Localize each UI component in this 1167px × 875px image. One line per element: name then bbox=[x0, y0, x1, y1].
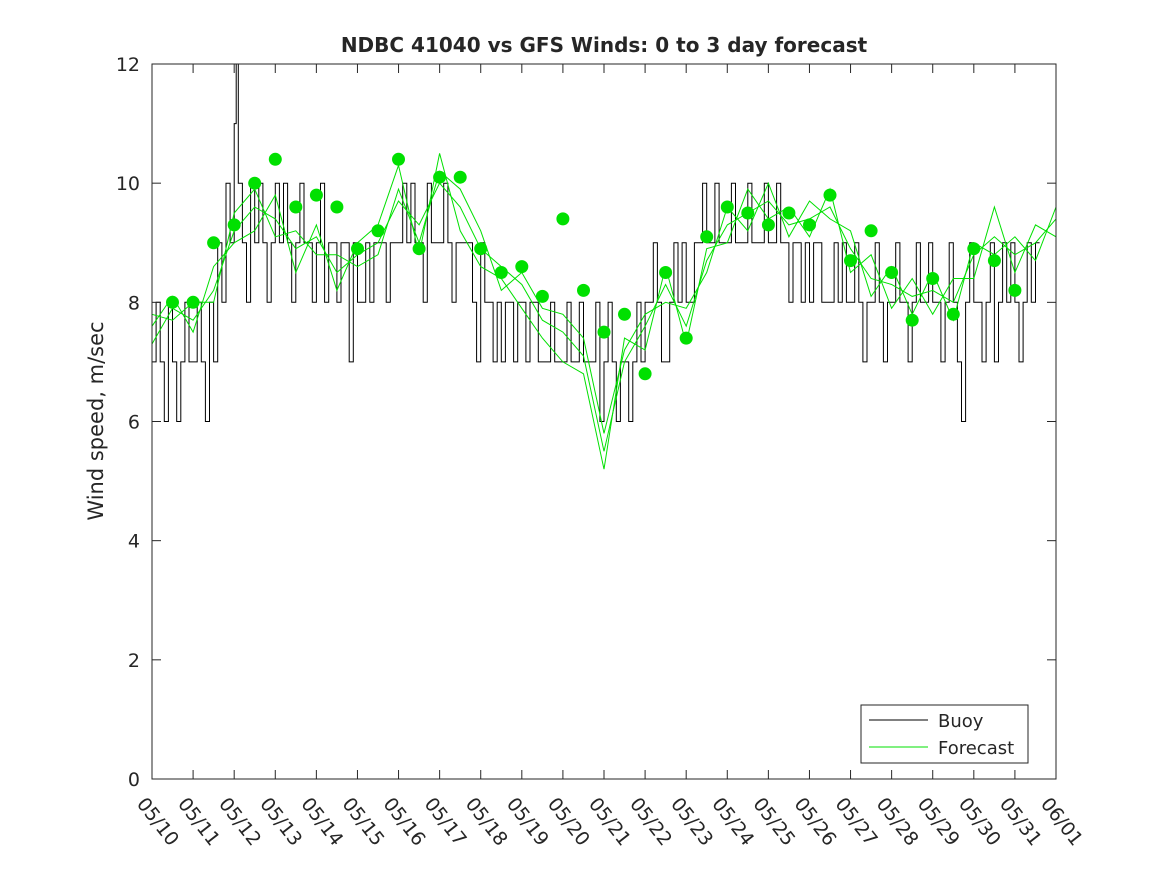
forecast-series-line bbox=[151, 153, 1057, 470]
forecast-marker bbox=[535, 289, 549, 303]
buoy-series-line bbox=[152, 63, 1040, 422]
forecast-marker bbox=[186, 295, 200, 309]
forecast-marker bbox=[248, 176, 262, 190]
forecast-marker bbox=[556, 212, 570, 226]
forecast-series-line bbox=[151, 170, 1057, 434]
forecast-series-line bbox=[151, 182, 1057, 452]
y-tick-label: 4 bbox=[128, 531, 140, 553]
y-tick-label: 0 bbox=[128, 769, 140, 791]
forecast-marker bbox=[946, 307, 960, 321]
forecast-marker bbox=[433, 170, 447, 184]
forecast-marker bbox=[803, 218, 816, 232]
y-tick-label: 8 bbox=[128, 292, 140, 314]
forecast-marker bbox=[618, 307, 631, 321]
forecast-marker bbox=[309, 188, 323, 202]
legend: Buoy Forecast bbox=[860, 704, 1029, 764]
forecast-marker bbox=[577, 283, 590, 297]
y-axis-label: Wind speed, m/sec bbox=[84, 321, 108, 520]
forecast-marker bbox=[700, 230, 714, 244]
forecast-marker bbox=[720, 200, 734, 214]
forecast-marker bbox=[268, 152, 282, 166]
forecast-marker bbox=[967, 242, 981, 256]
forecast-marker bbox=[638, 367, 652, 381]
forecast-marker bbox=[330, 200, 344, 214]
forecast-marker bbox=[844, 254, 857, 268]
forecast-marker bbox=[207, 236, 221, 250]
forecast-marker bbox=[905, 313, 919, 327]
forecast-marker bbox=[392, 152, 405, 166]
forecast-marker bbox=[371, 224, 385, 238]
y-tick-label: 12 bbox=[116, 54, 140, 76]
forecast-marker bbox=[659, 266, 673, 279]
forecast-marker bbox=[885, 266, 899, 279]
forecast-marker bbox=[926, 272, 940, 285]
forecast-marker bbox=[474, 242, 488, 256]
chart-title: NDBC 41040 vs GFS Winds: 0 to 3 day fore… bbox=[341, 33, 868, 57]
forecast-marker bbox=[166, 295, 179, 309]
forecast-marker bbox=[515, 260, 529, 274]
y-tick-label: 2 bbox=[128, 650, 140, 672]
forecast-marker bbox=[597, 325, 611, 339]
forecast-marker bbox=[351, 242, 364, 256]
forecast-marker bbox=[679, 331, 693, 345]
forecast-marker bbox=[823, 188, 837, 202]
forecast-marker bbox=[782, 206, 796, 220]
marker-layer bbox=[166, 152, 1022, 381]
forecast-marker bbox=[761, 218, 775, 232]
series-layer bbox=[151, 63, 1057, 470]
forecast-marker bbox=[1008, 283, 1022, 297]
legend-buoy-label: Buoy bbox=[938, 711, 984, 732]
legend-box bbox=[860, 704, 1029, 764]
forecast-marker bbox=[227, 218, 241, 232]
forecast-marker bbox=[453, 170, 467, 184]
forecast-marker bbox=[494, 266, 508, 279]
forecast-marker bbox=[987, 254, 1001, 268]
forecast-marker bbox=[864, 224, 878, 238]
legend-forecast-label: Forecast bbox=[938, 738, 1014, 759]
forecast-marker bbox=[289, 200, 303, 214]
forecast-marker bbox=[412, 242, 426, 256]
y-tick-label: 10 bbox=[116, 173, 140, 195]
y-tick-label: 6 bbox=[128, 412, 140, 434]
forecast-marker bbox=[741, 206, 755, 220]
